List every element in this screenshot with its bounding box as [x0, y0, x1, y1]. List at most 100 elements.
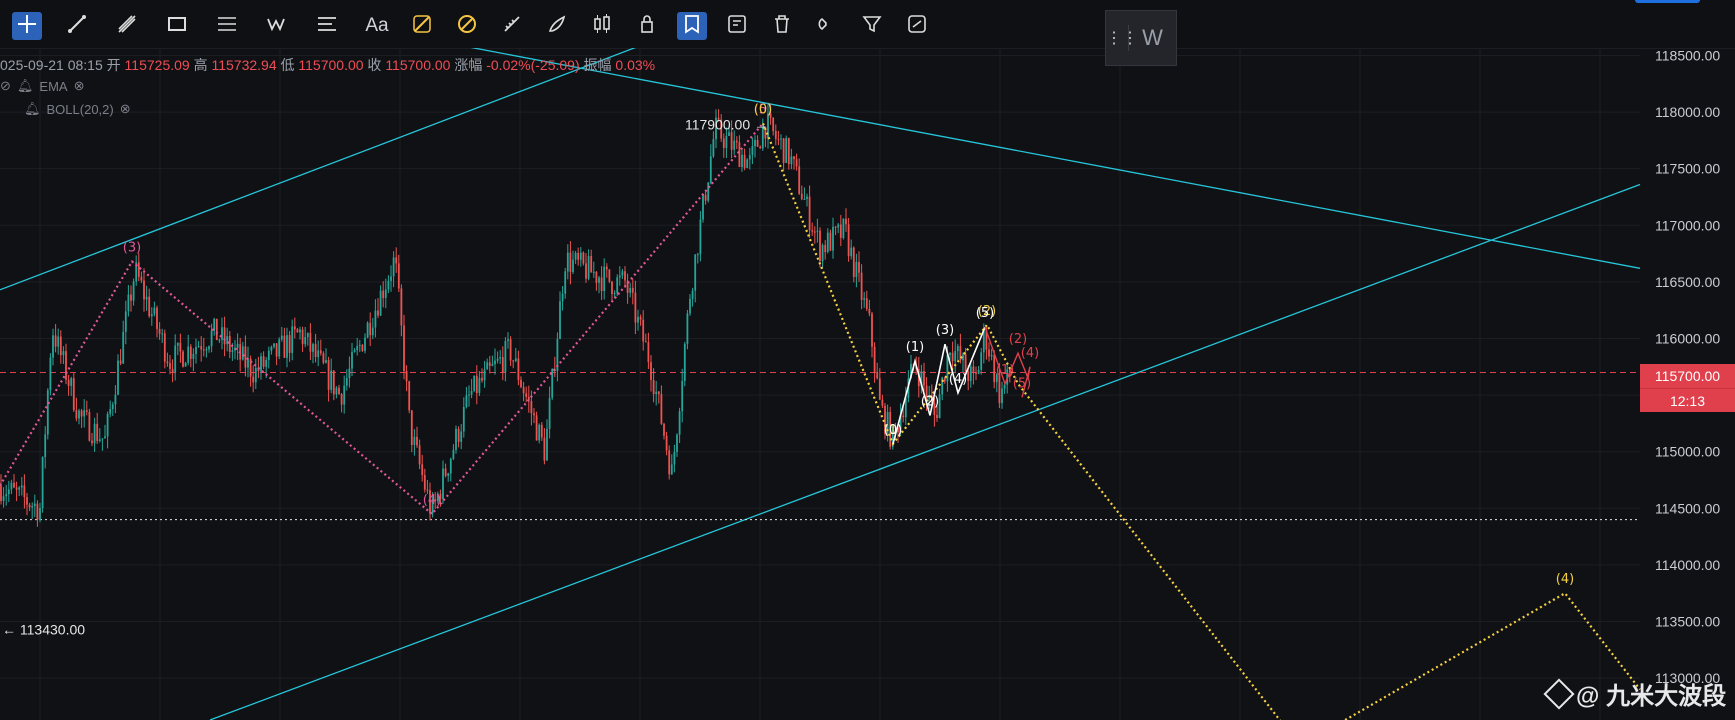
- candle-body: [715, 117, 717, 140]
- white-wave-label: (3): [936, 323, 954, 338]
- yellow-wave-label: (2): [978, 304, 996, 319]
- bar-date: 025-09-21 08:15: [0, 57, 103, 73]
- candle-body: [910, 364, 912, 379]
- candle-body: [634, 292, 637, 323]
- candle-body: [405, 371, 408, 382]
- candle-body: [894, 426, 897, 428]
- candle-body: [990, 355, 993, 357]
- candle-body: [379, 290, 382, 316]
- magnet-tool[interactable]: [812, 12, 842, 40]
- fib-tool[interactable]: [212, 12, 242, 40]
- candle-body: [62, 351, 65, 356]
- candle-body: [106, 413, 109, 437]
- candle-body: [127, 294, 130, 312]
- candle-body: [135, 262, 138, 282]
- pattern-icon: [411, 13, 433, 40]
- ruler-tool[interactable]: [497, 12, 527, 40]
- bell-icon[interactable]: 🔔︎: [16, 78, 34, 93]
- candle-body: [101, 438, 104, 440]
- filter-tool[interactable]: [857, 12, 887, 40]
- wave-tool[interactable]: [262, 12, 292, 40]
- candle-body: [793, 156, 795, 160]
- sync-tool[interactable]: [902, 12, 932, 40]
- candle-body: [205, 349, 208, 351]
- candle-body: [439, 493, 442, 499]
- candle-body: [358, 344, 361, 346]
- wave-mode-panel[interactable]: ⋮⋮ W: [1105, 10, 1177, 66]
- candle-body: [884, 405, 886, 434]
- candle-body: [444, 468, 447, 476]
- candle-tool[interactable]: [587, 12, 617, 40]
- bookmark-tool[interactable]: [677, 12, 707, 40]
- brush-tool[interactable]: [542, 12, 572, 40]
- candle-body: [262, 356, 265, 367]
- candle-body: [447, 473, 450, 476]
- crosshair-tool[interactable]: [12, 12, 42, 40]
- candle-body: [460, 431, 463, 442]
- candle-body: [574, 252, 577, 260]
- pattern-tool[interactable]: [407, 12, 437, 40]
- candle-body: [449, 458, 452, 474]
- text-tool[interactable]: Aa: [362, 12, 392, 40]
- rectangle-tool[interactable]: [162, 12, 192, 40]
- candle-body: [754, 139, 756, 147]
- candle-body: [270, 346, 273, 351]
- candle-body: [421, 464, 424, 476]
- candle-body: [65, 351, 67, 380]
- delete-tool[interactable]: [767, 12, 797, 40]
- indicator-ema[interactable]: ⊘ 🔔︎ EMA ⊗: [0, 78, 85, 94]
- candle-body: [496, 358, 499, 361]
- collapse-icon[interactable]: ⊘: [0, 78, 11, 93]
- white-wave-label: (0): [884, 423, 902, 438]
- eye-off-icon[interactable]: ⊗: [73, 78, 85, 93]
- candle-body: [743, 154, 746, 168]
- candle-body: [756, 139, 759, 147]
- candle-body: [657, 391, 660, 395]
- candle-body: [733, 140, 736, 150]
- candle-body: [26, 497, 28, 505]
- candle-body: [543, 437, 546, 461]
- top-action-button[interactable]: [1635, 0, 1700, 3]
- eye-off-icon[interactable]: ⊗: [119, 101, 131, 116]
- candle-body: [850, 247, 853, 257]
- note-tool[interactable]: [722, 12, 752, 40]
- candle-body: [650, 362, 652, 381]
- drag-handle-icon[interactable]: ⋮⋮: [1106, 30, 1138, 47]
- candle-body: [176, 342, 179, 346]
- candle-body: [59, 336, 62, 356]
- candle-body: [182, 351, 184, 367]
- fork-tool[interactable]: [112, 12, 142, 40]
- candle-body: [624, 271, 626, 281]
- lock-icon: [636, 13, 658, 40]
- candle-body: [977, 369, 980, 374]
- candle-body: [954, 351, 957, 362]
- candle-body: [600, 277, 603, 291]
- cycle-tool[interactable]: [452, 12, 482, 40]
- candle-body: [93, 423, 96, 444]
- candle-body: [330, 370, 333, 390]
- candle-body: [670, 464, 673, 475]
- indicator-boll[interactable]: 🔔︎ BOLL(20,2) ⊗: [24, 101, 131, 117]
- candle-body: [70, 378, 73, 386]
- lock-tool[interactable]: [632, 12, 662, 40]
- price-chart[interactable]: 113000.00 113500.00 114000.00 114500.00 1150…: [0, 48, 1735, 720]
- wave-mode-label[interactable]: W: [1128, 25, 1176, 51]
- text-icon: Aa: [365, 15, 389, 36]
- candle-body: [291, 326, 294, 353]
- candle-body: [871, 313, 873, 347]
- candle-body: [514, 358, 517, 362]
- drawing-toolbar: Aa: [0, 0, 1735, 49]
- y-tick-label: 117500.00: [1655, 161, 1720, 177]
- bell-icon[interactable]: 🔔︎: [24, 101, 41, 116]
- candle-body: [148, 296, 151, 317]
- gann-tool[interactable]: [312, 12, 342, 40]
- candle-body: [426, 489, 429, 491]
- candle-body: [629, 287, 632, 293]
- candle-body: [0, 485, 2, 501]
- candle-body: [530, 400, 533, 414]
- candle-body: [767, 113, 769, 139]
- candle-body: [730, 132, 733, 150]
- candle-body: [962, 354, 964, 361]
- candle-body: [1001, 388, 1003, 404]
- trendline-tool[interactable]: [62, 12, 92, 40]
